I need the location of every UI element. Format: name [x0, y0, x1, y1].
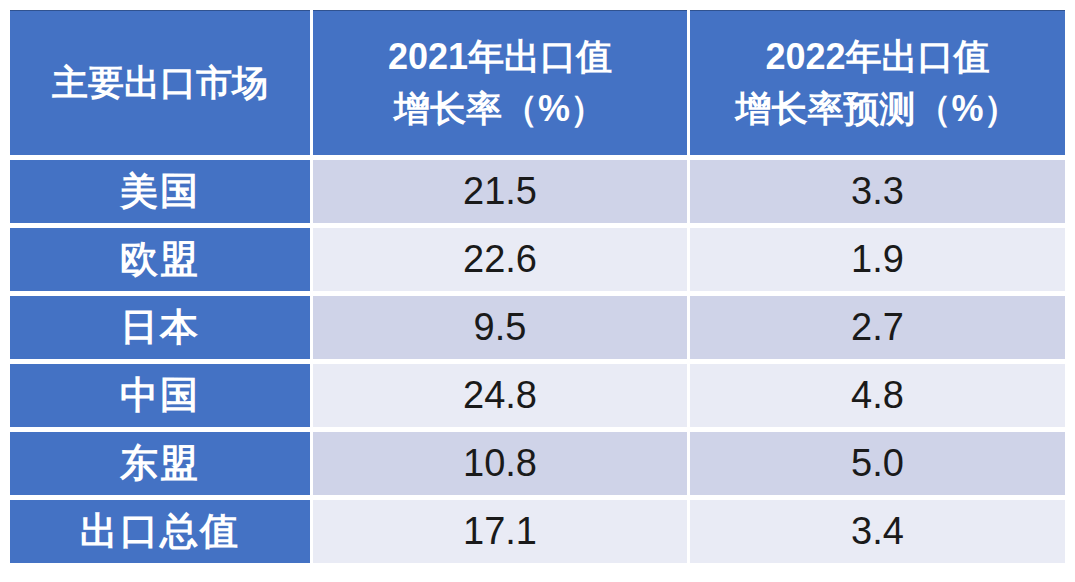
header-cell-2021: 2021年出口值 增长率（%） — [313, 10, 687, 155]
value-2021-cell: 10.8 — [313, 432, 687, 495]
value-2021-cell: 9.5 — [313, 296, 687, 359]
value-2022-cell: 3.3 — [690, 160, 1065, 223]
value-2022-cell: 1.9 — [690, 228, 1065, 291]
value-2021-cell: 21.5 — [313, 160, 687, 223]
header-cell-2022: 2022年出口值 增长率预测（%） — [690, 10, 1065, 155]
header-cell-market: 主要出口市场 — [10, 10, 310, 155]
market-cell: 出口总值 — [10, 500, 310, 563]
header-2021-line2: 增长率（%） — [394, 83, 606, 135]
value-2021-cell: 17.1 — [313, 500, 687, 563]
value-2022-cell: 5.0 — [690, 432, 1065, 495]
market-cell: 美国 — [10, 160, 310, 223]
market-cell: 东盟 — [10, 432, 310, 495]
value-2022-cell: 3.4 — [690, 500, 1065, 563]
value-2021-cell: 24.8 — [313, 364, 687, 427]
market-cell: 欧盟 — [10, 228, 310, 291]
export-growth-table: 主要出口市场 2021年出口值 增长率（%） 2022年出口值 增长率预测（%）… — [10, 10, 1065, 563]
value-2021-cell: 22.6 — [313, 228, 687, 291]
header-2022-line1: 2022年出口值 — [765, 31, 989, 83]
header-2022-line2: 增长率预测（%） — [735, 83, 1019, 135]
value-2022-cell: 4.8 — [690, 364, 1065, 427]
header-2021-line1: 2021年出口值 — [388, 31, 612, 83]
value-2022-cell: 2.7 — [690, 296, 1065, 359]
header-market-label: 主要出口市场 — [52, 57, 268, 109]
market-cell: 日本 — [10, 296, 310, 359]
market-cell: 中国 — [10, 364, 310, 427]
